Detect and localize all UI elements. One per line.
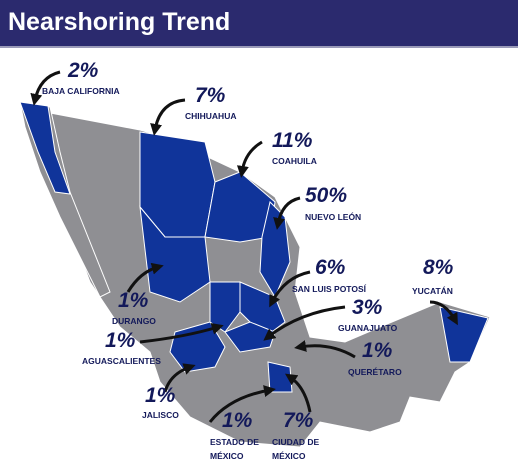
- state-name: SAN LUIS POTOSÍ: [292, 284, 367, 294]
- state-name: GUANAJUATO: [338, 323, 398, 333]
- percent-label: 1%: [362, 339, 393, 362]
- state-name: JALISCO: [142, 410, 179, 420]
- percent-label: 6%: [315, 256, 346, 279]
- percent-label: 1%: [222, 409, 253, 432]
- percent-label: 11%: [272, 129, 313, 152]
- percent-label: 50%: [305, 184, 347, 207]
- state-name: NUEVO LEÓN: [305, 211, 361, 222]
- state-name: AGUASCALIENTES: [82, 356, 161, 366]
- state-name: CHIHUAHUA: [185, 111, 236, 121]
- state-name: ESTADO DE: [210, 437, 259, 447]
- state-name: MÉXICO: [272, 451, 306, 461]
- title: Nearshoring Trend: [0, 0, 518, 48]
- state-name: COAHUILA: [272, 156, 317, 166]
- state-name: YUCATÁN: [412, 286, 453, 296]
- state-name: CIUDAD DE: [272, 437, 320, 447]
- percent-label: 7%: [195, 84, 226, 107]
- percent-label: 1%: [105, 329, 136, 352]
- percent-label: 8%: [423, 256, 454, 279]
- percent-label: 7%: [283, 409, 314, 432]
- percent-label: 3%: [352, 296, 383, 319]
- state-name: QUERÉTARO: [348, 367, 402, 377]
- percent-label: 1%: [145, 384, 176, 407]
- percent-label: 1%: [118, 289, 149, 312]
- state-name: BAJA CALIFORNIA: [42, 86, 120, 96]
- state-name: DURANGO: [112, 316, 156, 326]
- map: 2% BAJA CALIFORNIA 7% CHIHUAHUA 11% COAHUILA 5…: [19, 59, 491, 461]
- arrows: [30, 70, 458, 423]
- percent-label: 2%: [67, 59, 99, 82]
- state-name: MÉXICO: [210, 451, 244, 461]
